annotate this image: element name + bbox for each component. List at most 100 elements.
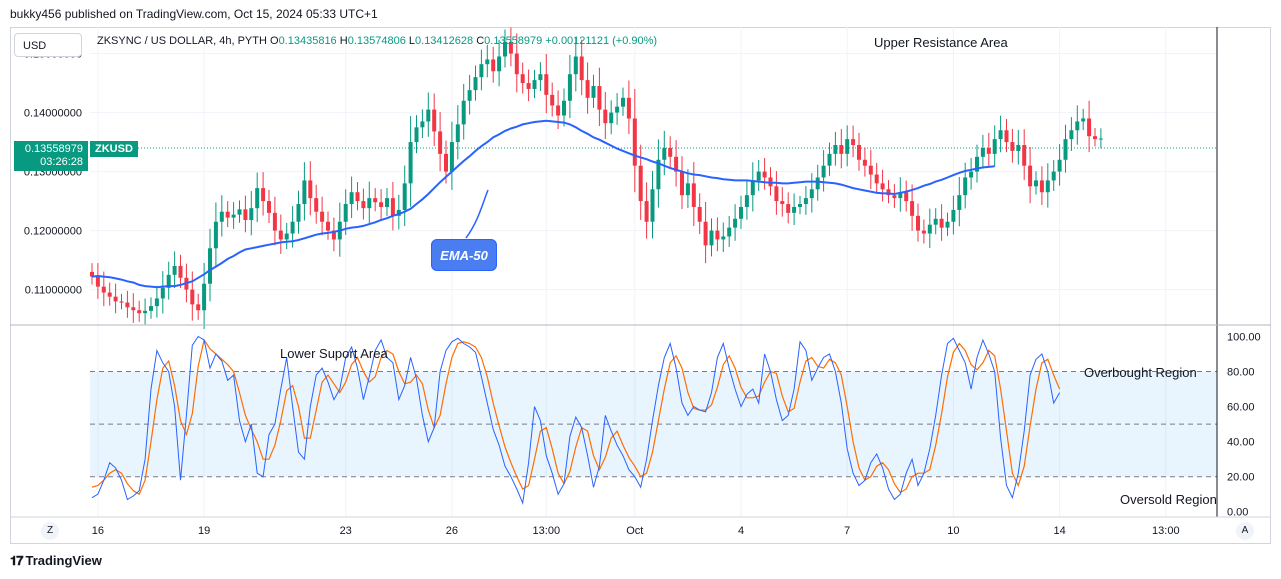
candle-body (166, 274, 171, 288)
time-tick-label: 13:00 (1152, 525, 1180, 537)
candle-body (862, 159, 867, 166)
legend-open-label: O (270, 35, 279, 47)
candle-body (656, 159, 661, 190)
candle-body (90, 271, 94, 277)
candle-body (503, 41, 507, 57)
candle-body (196, 304, 201, 311)
lower-support-label: Lower Suport Area (280, 346, 388, 361)
candle-body (261, 188, 266, 202)
candle-body (455, 124, 460, 143)
candle-body (538, 74, 543, 81)
symbol-tag: ZKUSD (90, 141, 138, 157)
footer-brand: TradingView (25, 553, 102, 568)
grid (90, 27, 1217, 517)
candle-body (343, 204, 348, 222)
candle-body (963, 177, 968, 196)
candle-body (178, 265, 183, 278)
candle-body (892, 195, 897, 199)
candle-body (833, 145, 838, 154)
candle-body (945, 221, 950, 228)
candle-body (479, 64, 484, 78)
candle-body (939, 218, 944, 228)
time-tick-label: 13:00 (533, 525, 561, 537)
candle-body (390, 198, 395, 216)
candle-body (1051, 171, 1056, 181)
candle-body (803, 198, 808, 205)
ema-50-line (91, 119, 995, 289)
candle-body (485, 59, 490, 65)
candle-body (591, 86, 596, 98)
stoch-tick-label: 80.00 (1227, 367, 1255, 379)
candle-body (208, 248, 212, 284)
candle-body (296, 204, 301, 222)
stoch-lines (91, 335, 1061, 505)
stoch-bands (90, 371, 1217, 478)
candle-body (815, 177, 820, 190)
candle-body (113, 296, 118, 302)
candle-body (154, 298, 159, 307)
candle-body (125, 302, 130, 308)
candle-body (1028, 165, 1033, 187)
candle-body (402, 183, 407, 210)
tradingview-footer: 𝟏𝟕 TradingView (10, 553, 102, 569)
candle-body (874, 174, 879, 184)
candle-body (278, 230, 283, 240)
legend-change: +0.00121121 (+0.90%) (545, 35, 658, 47)
candle-body (857, 145, 861, 160)
candle-body (237, 209, 242, 215)
candle-body (886, 189, 891, 196)
candle-body (916, 215, 920, 231)
candle-body (1010, 142, 1015, 151)
time-tick-label: Oct (626, 525, 643, 537)
candle-body (225, 211, 230, 218)
candle-body (562, 100, 566, 116)
auto-scale-button[interactable]: A (1236, 522, 1254, 540)
stoch-k-line (91, 335, 1061, 505)
stoch-tick-label: 40.00 (1227, 437, 1255, 449)
candle-body (467, 90, 472, 101)
legend-close: 0.13558979 (484, 35, 543, 47)
candles (90, 27, 1103, 329)
candle-body (461, 100, 466, 125)
candle-body (355, 192, 360, 202)
candle-body (680, 171, 684, 196)
candle-body (733, 218, 738, 228)
stoch-tick-label: 0.00 (1227, 507, 1248, 519)
legend-open: 0.13435816 (278, 35, 337, 47)
candle-body (573, 56, 578, 75)
candle-body (1022, 145, 1027, 166)
candle-body (792, 206, 797, 213)
stoch-tick-label: 100.00 (1227, 332, 1261, 344)
time-tick-label: 23 (340, 525, 352, 537)
candle-body (998, 130, 1003, 140)
legend-high: 0.13574806 (347, 35, 406, 47)
ema-callout-pointer (465, 189, 489, 239)
candle-body (715, 230, 720, 240)
candle-body (432, 109, 437, 132)
legend-high-label: H (339, 35, 348, 47)
candle-body (497, 56, 502, 72)
candle-body (160, 287, 165, 299)
candle-body (579, 56, 584, 81)
candle-body (827, 153, 832, 166)
candle-body (868, 165, 873, 175)
candle-body (213, 221, 218, 249)
stoch-d-line (91, 338, 1061, 496)
candle-body (744, 195, 749, 207)
axes: 0.150000000.140000000.130000000.12000000… (24, 49, 1261, 537)
candle-body (143, 310, 148, 314)
candle-body (326, 221, 330, 231)
candle-body (314, 198, 319, 212)
candle-body (255, 188, 260, 209)
price-tick-label: 0.12000000 (24, 226, 82, 238)
zoom-button[interactable]: Z (41, 522, 59, 540)
candle-body (1069, 130, 1074, 140)
candle-body (1045, 180, 1050, 193)
candle-body (379, 202, 384, 207)
upper-resistance-label: Upper Resistance Area (874, 35, 1008, 50)
candle-body (933, 218, 938, 225)
candle-body (290, 221, 295, 234)
currency-selector[interactable]: USD (14, 33, 82, 57)
legend-low-label: L (408, 35, 416, 47)
